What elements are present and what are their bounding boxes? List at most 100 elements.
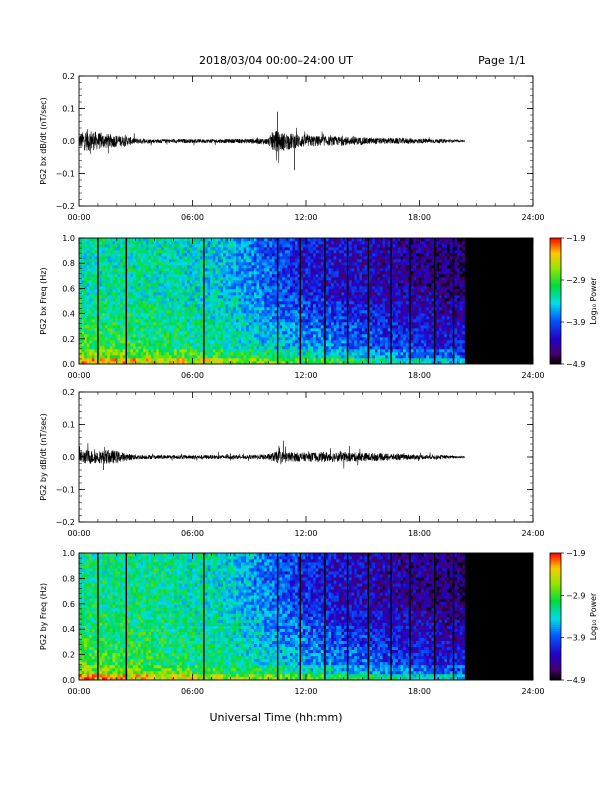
spectrogram-cell	[310, 346, 314, 350]
spectrogram-cell	[338, 310, 342, 314]
spectrogram-cell	[210, 271, 214, 275]
spectrogram-cell	[174, 238, 178, 242]
spectrogram-cell	[163, 352, 167, 356]
spectrogram-cell	[91, 253, 95, 257]
spectrogram-cell	[187, 262, 190, 266]
spectrogram-cell	[305, 361, 309, 365]
spectrogram-cell	[302, 289, 306, 293]
spectrogram-cell	[184, 361, 188, 365]
spectrogram-cell	[331, 313, 334, 317]
spectrogram-cell	[343, 295, 347, 299]
spectrogram-cell	[364, 253, 368, 257]
spectrogram-cell	[122, 319, 126, 323]
spectrogram-cell	[112, 280, 116, 284]
spectrogram-cell	[374, 349, 378, 353]
spectrogram-cell	[248, 256, 252, 260]
spectrogram-cell	[300, 262, 304, 266]
spectrogram-cell	[292, 361, 296, 365]
spectrogram-cell	[354, 283, 358, 287]
spectrogram-cell	[292, 241, 296, 245]
spectrogram-cell	[194, 238, 198, 242]
spectrogram-cell	[279, 337, 283, 341]
spectrogram-cell	[305, 265, 309, 269]
spectrogram-cell	[207, 316, 211, 320]
spectrogram-cell	[205, 268, 208, 272]
spectrogram-cell	[94, 334, 98, 338]
spectrogram-cell	[228, 256, 232, 260]
spectrogram-cell	[179, 259, 183, 263]
spectrogram-cell	[349, 247, 352, 251]
spectrogram-cell	[251, 328, 255, 332]
spectrogram-cell	[369, 337, 373, 341]
spectrogram-cell	[315, 286, 319, 290]
spectrogram-cell	[94, 256, 98, 260]
spectrogram-cell	[238, 283, 242, 287]
spectrogram-cell	[279, 322, 283, 326]
spectrogram-cell	[99, 355, 103, 359]
spectrogram-cell	[320, 322, 324, 326]
spectrogram-cell	[300, 277, 304, 281]
spectrogram-cell	[91, 352, 95, 356]
spectrogram-cell	[251, 256, 255, 260]
spectrogram-cell	[194, 289, 198, 293]
spectrogram-cell	[194, 247, 198, 251]
spectrogram-cell	[102, 337, 106, 341]
spectrogram-cell	[205, 298, 208, 302]
spectrogram-cell	[354, 349, 358, 353]
spectrogram-cell	[223, 289, 226, 293]
spectrogram-cell	[305, 301, 309, 305]
spectrogram-cell	[264, 268, 268, 272]
spectrogram-cell	[84, 289, 88, 293]
spectrogram-cell	[372, 337, 376, 341]
spectrogram-cell	[158, 241, 162, 245]
y-axis-label: PG2 bx dB/dt (nT/sec)	[39, 97, 48, 184]
spectrogram-cell	[361, 313, 365, 317]
spectrogram-cell	[94, 358, 98, 362]
spectrogram-cell	[205, 358, 208, 362]
spectrogram-cell	[238, 292, 242, 296]
spectrogram-cell	[194, 328, 198, 332]
spectrogram-cell	[261, 340, 265, 344]
spectrogram-cell	[84, 277, 88, 281]
spectrogram-cell	[220, 268, 224, 272]
spectrogram-cell	[359, 283, 363, 287]
spectrogram-cell	[171, 262, 175, 266]
spectrogram-cell	[120, 313, 124, 317]
spectrogram-cell	[223, 361, 226, 365]
spectrogram-cell	[241, 358, 244, 362]
spectrogram-cell	[127, 241, 131, 245]
spectrogram-cell	[151, 283, 154, 287]
spectrogram-cell	[230, 274, 234, 278]
spectrogram-cell	[243, 355, 247, 359]
spectrogram-cell	[158, 346, 162, 350]
spectrogram-cell	[189, 274, 193, 278]
spectrogram-cell	[315, 322, 319, 326]
spectrogram-cell	[169, 325, 172, 329]
spectrogram-cell	[102, 277, 106, 281]
spectrogram-cell	[138, 298, 142, 302]
spectrogram-cell	[354, 316, 358, 320]
spectrogram-cell	[81, 340, 85, 344]
spectrogram-cell	[305, 349, 309, 353]
spectrogram-cell	[259, 349, 262, 353]
spectrogram-cell	[158, 343, 162, 347]
spectrogram-cell	[351, 301, 355, 305]
spectrogram-cell	[135, 349, 139, 353]
spectrogram-cell	[269, 256, 273, 260]
spectrogram-cell	[235, 265, 239, 269]
spectrogram-cell	[356, 316, 360, 320]
spectrogram-cell	[349, 289, 352, 293]
spectrogram-cell	[228, 277, 232, 281]
spectrogram-cell	[313, 355, 316, 359]
spectrogram-cell	[127, 256, 131, 260]
spectrogram-cell	[256, 280, 260, 284]
spectrogram-cell	[305, 328, 309, 332]
spectrogram-cell	[194, 331, 198, 335]
spectrogram-cell	[81, 265, 85, 269]
spectrogram-cell	[107, 316, 111, 320]
spectrogram-cell	[284, 310, 288, 314]
spectrogram-cell	[266, 283, 270, 287]
spectrogram-cell	[153, 346, 157, 350]
spectrogram-cell	[313, 334, 316, 338]
spectrogram-cell	[217, 247, 221, 251]
